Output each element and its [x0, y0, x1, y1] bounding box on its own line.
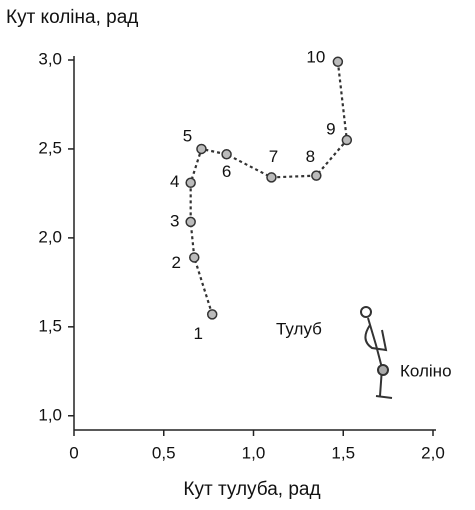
- y-tick-label: 2,0: [38, 227, 62, 246]
- point-label: 3: [170, 211, 179, 230]
- y-tick-label: 1,5: [38, 316, 62, 335]
- x-tick-label: 1,5: [331, 443, 355, 462]
- chart: Кут коліна, рад Кут тулуба, рад Тулуб Ко…: [0, 0, 475, 510]
- trajectory-line: [191, 62, 347, 315]
- figure-icon: [361, 307, 392, 398]
- point-label: 9: [326, 120, 335, 139]
- point: [267, 173, 276, 182]
- point-label: 7: [269, 147, 278, 166]
- point: [222, 150, 231, 159]
- x-tick-label: 1,0: [242, 443, 266, 462]
- point-label: 5: [183, 126, 192, 145]
- annotation: Тулуб: [276, 319, 322, 338]
- point-label: 1: [193, 324, 202, 343]
- point: [190, 253, 199, 262]
- point: [197, 144, 206, 153]
- point: [208, 310, 217, 319]
- annotation: Коліно: [400, 361, 452, 380]
- y-axis-label: Кут коліна, рад: [6, 7, 138, 28]
- point-label: 6: [222, 162, 231, 181]
- x-tick-label: 2,0: [421, 443, 445, 462]
- y-tick-label: 2,5: [38, 138, 62, 157]
- y-tick-label: 3,0: [38, 49, 62, 68]
- x-tick-label: 0,5: [152, 443, 176, 462]
- point-label: 8: [306, 147, 315, 166]
- point: [186, 217, 195, 226]
- x-axis-label: Кут тулуба, рад: [183, 479, 320, 500]
- point-label: 10: [306, 47, 325, 66]
- point-label: 4: [170, 172, 179, 191]
- x-tick-label: 0: [69, 443, 78, 462]
- point: [186, 178, 195, 187]
- point: [342, 136, 351, 145]
- y-tick-label: 1,0: [38, 405, 62, 424]
- point: [312, 171, 321, 180]
- point: [333, 57, 342, 66]
- point-label: 2: [172, 253, 181, 272]
